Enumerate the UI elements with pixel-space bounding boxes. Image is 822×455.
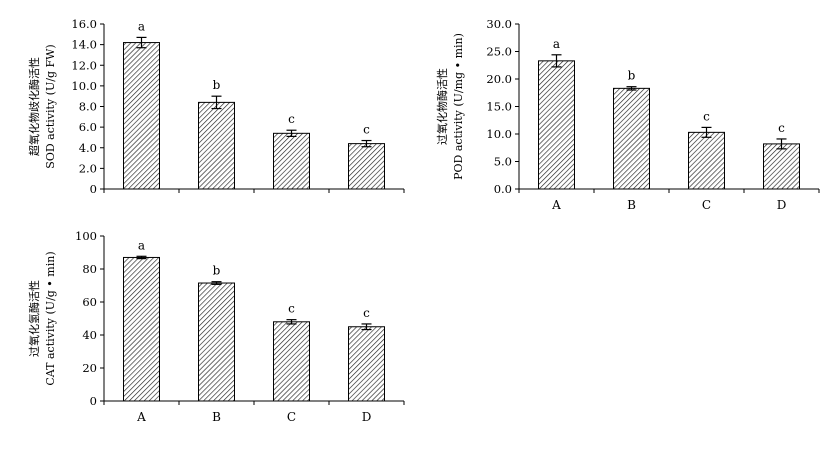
sod-y-tick-label: 10.0 <box>71 79 97 93</box>
pod-y-tick-label: 10.0 <box>486 127 512 141</box>
sod-chart: 0 2.0 4.0 6.0 8.0 10.0 12.0 14.0 16.0 a b c c 超氧化物歧化酶… <box>27 17 405 196</box>
pod-category-label: D <box>777 198 787 212</box>
cat-y-tick-label: 100 <box>75 229 97 243</box>
pod-y-tick-label: 15.0 <box>486 100 512 114</box>
sod-bar-B <box>198 101 235 190</box>
cat-y-tick-label: 20 <box>82 361 97 375</box>
cat-chart: 0 20 40 60 80 100 a Ab Bc Cc D 过氧化氢酶活性 CAT activity … <box>27 229 405 424</box>
pod-y-tick-label: 0.0 <box>494 182 512 196</box>
sod-y-tick-label: 2.0 <box>79 161 97 175</box>
cat-bar-C <box>273 321 310 402</box>
sod-significance-label: c <box>288 112 295 126</box>
sod-y-tick-label: 4.0 <box>79 141 97 155</box>
pod-significance-label: c <box>778 121 785 135</box>
cat-ylabel-en: CAT activity (U/g • min) <box>44 251 57 385</box>
pod-bar-A <box>538 60 575 190</box>
pod-ylabel-en: POD activity (U/mg • min) <box>452 33 465 180</box>
pod-chart: 0.0 5.0 10.0 15.0 20.0 25.0 30.0 a Ab Bc Cc D 过氧化物酶活… <box>435 17 820 212</box>
cat-y-tick-label: 80 <box>82 262 97 276</box>
pod-significance-label: a <box>553 37 560 51</box>
pod-significance-label: b <box>628 69 636 83</box>
cat-category-label: A <box>136 410 146 424</box>
pod-y-tick-label: 25.0 <box>486 45 512 59</box>
sod-y-tick-label: 0 <box>90 182 97 196</box>
cat-significance-label: c <box>288 302 295 316</box>
pod-ylabel-cn: 过氧化物酶活性 <box>435 68 449 145</box>
sod-y-tick-label: 14.0 <box>71 38 97 52</box>
sod-significance-label: c <box>363 123 370 137</box>
pod-category-label: C <box>702 198 711 212</box>
sod-y-tick-label: 6.0 <box>79 120 97 134</box>
cat-bar-D <box>348 326 385 402</box>
cat-y-tick-label: 60 <box>82 295 97 309</box>
sod-bar-A <box>123 42 160 190</box>
sod-significance-label: b <box>213 78 221 92</box>
cat-category-label: C <box>287 410 296 424</box>
cat-significance-label: c <box>363 306 370 320</box>
pod-significance-label: c <box>703 109 710 123</box>
pod-category-label: B <box>627 198 636 212</box>
sod-significance-label: a <box>138 19 145 33</box>
cat-category-label: D <box>362 410 372 424</box>
sod-ylabel-cn: 超氧化物歧化酶活性 <box>27 57 41 156</box>
sod-ylabel-en: SOD activity (U/g FW) <box>44 44 57 168</box>
sod-bar-D <box>348 143 385 190</box>
pod-y-tick-label: 30.0 <box>486 17 512 31</box>
sod-y-tick-label: 16.0 <box>71 17 97 31</box>
sod-bar-C <box>273 132 310 190</box>
cat-y-tick-label: 0 <box>90 394 97 408</box>
pod-y-tick-label: 5.0 <box>494 155 512 169</box>
cat-y-tick-label: 40 <box>82 328 97 342</box>
pod-y-tick-label: 20.0 <box>486 72 512 86</box>
cat-ylabel-cn: 过氧化氢酶活性 <box>27 280 41 357</box>
pod-bar-B <box>613 87 650 190</box>
pod-bar-D <box>763 143 800 190</box>
sod-y-tick-label: 8.0 <box>79 100 97 114</box>
pod-bar-C <box>688 131 725 190</box>
pod-category-label: A <box>551 198 561 212</box>
cat-category-label: B <box>212 410 221 424</box>
cat-bar-B <box>198 282 235 402</box>
sod-y-tick-label: 12.0 <box>71 58 97 72</box>
cat-significance-label: a <box>138 238 145 252</box>
cat-bar-A <box>123 256 160 402</box>
cat-significance-label: b <box>213 264 221 278</box>
